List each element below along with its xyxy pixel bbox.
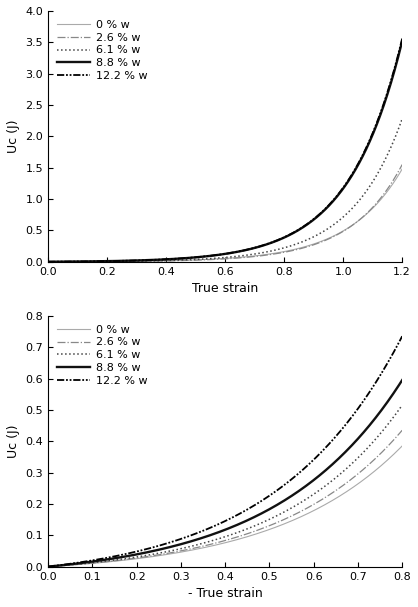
X-axis label: True strain: True strain bbox=[192, 282, 258, 295]
Legend: 0 % w, 2.6 % w, 6.1 % w, 8.8 % w, 12.2 % w: 0 % w, 2.6 % w, 6.1 % w, 8.8 % w, 12.2 %… bbox=[54, 321, 151, 389]
Legend: 0 % w, 2.6 % w, 6.1 % w, 8.8 % w, 12.2 % w: 0 % w, 2.6 % w, 6.1 % w, 8.8 % w, 12.2 %… bbox=[54, 16, 151, 84]
Y-axis label: Uc (J): Uc (J) bbox=[7, 120, 20, 153]
Y-axis label: Uc (J): Uc (J) bbox=[7, 424, 20, 458]
X-axis label: - True strain: - True strain bbox=[188, 587, 263, 600]
